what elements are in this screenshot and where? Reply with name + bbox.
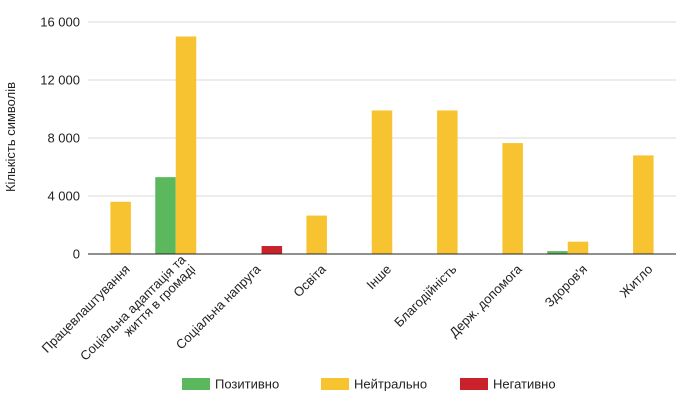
x-tick-label: Благодійність xyxy=(391,261,459,329)
y-tick-label: 12 000 xyxy=(40,73,80,88)
bar xyxy=(502,143,523,254)
x-tick-label: Житло xyxy=(617,262,656,301)
x-tick-label: Працевлаштування xyxy=(39,262,133,356)
legend-swatch xyxy=(321,378,349,390)
x-tick-label: Здоров'я xyxy=(542,262,590,310)
labels-layer: 0 4 000 8 000 12 000 16 000 ПрацевлаштуванняС… xyxy=(39,15,656,373)
bar xyxy=(175,36,197,254)
y-axis-title: Кількість символів xyxy=(3,82,18,192)
bar xyxy=(567,241,589,254)
bar xyxy=(306,215,327,254)
bar xyxy=(633,155,654,254)
bar xyxy=(547,251,568,254)
y-tick-label: 0 xyxy=(73,247,80,262)
legend-swatch xyxy=(182,378,210,390)
y-tick-label: 8 000 xyxy=(47,131,80,146)
y-tick-label: 4 000 xyxy=(47,189,80,204)
legend-label: Негативно xyxy=(493,377,556,392)
bars-layer xyxy=(110,36,654,254)
bar xyxy=(371,110,393,254)
legend: Позитивно Нейтрально Негативно xyxy=(182,377,556,392)
y-tick-label: 16 000 xyxy=(40,15,80,30)
bar xyxy=(261,246,283,254)
bar xyxy=(155,177,176,254)
bar xyxy=(110,201,131,254)
bar xyxy=(437,110,458,254)
x-tick-label: Соціальна адаптація тажиття в громаді xyxy=(77,251,199,373)
x-tick-label: Освіта xyxy=(290,261,329,300)
x-tick-label: Інше xyxy=(363,262,394,293)
legend-label: Нейтрально xyxy=(354,377,427,392)
legend-swatch xyxy=(460,378,488,390)
legend-label: Позитивно xyxy=(215,377,279,392)
